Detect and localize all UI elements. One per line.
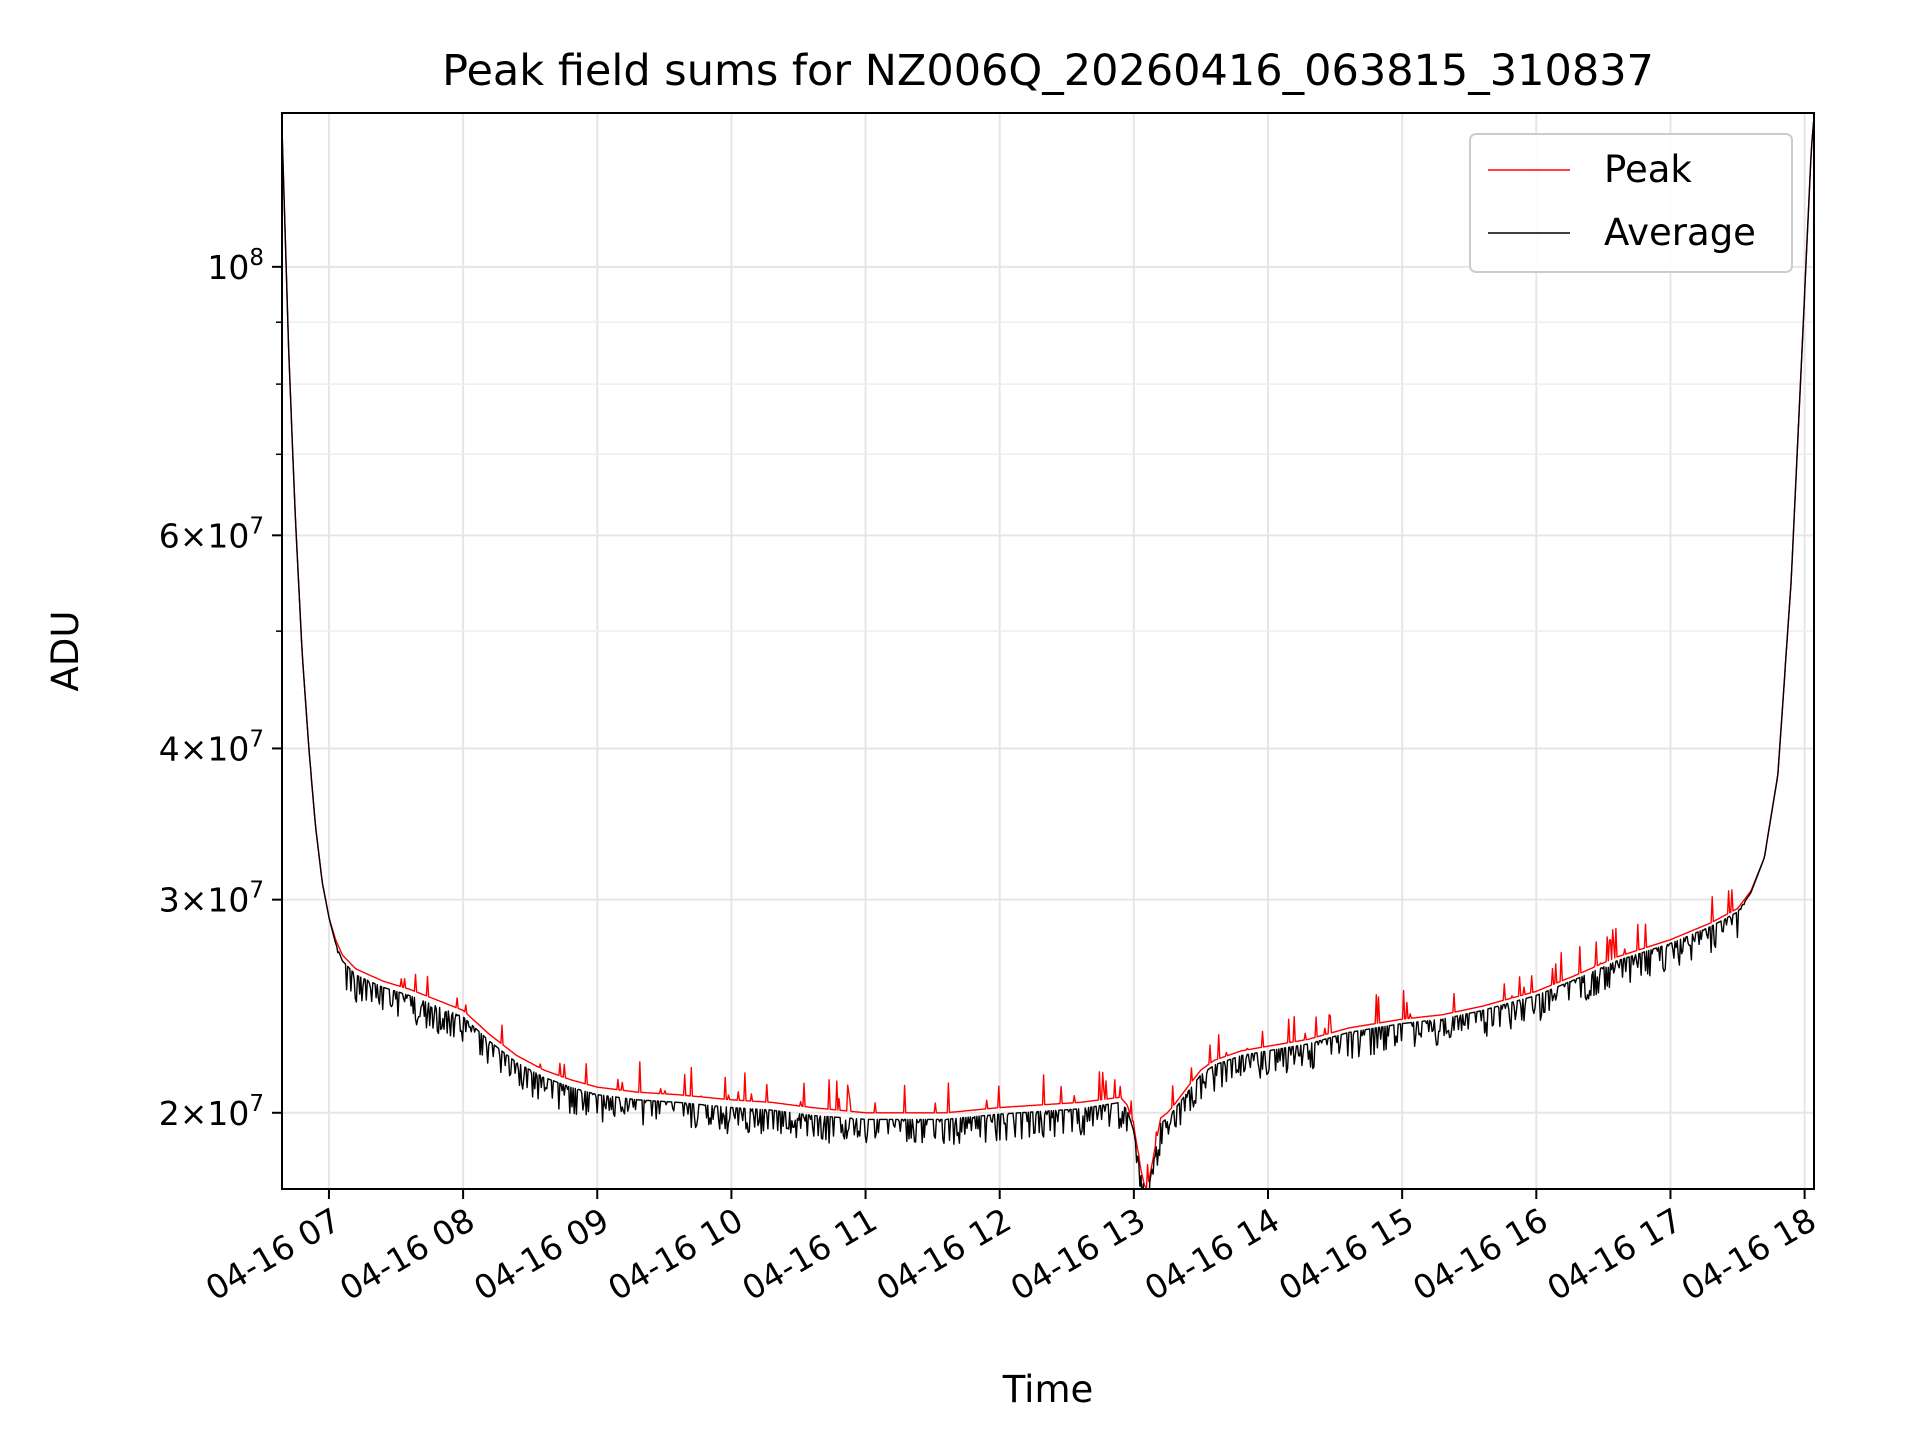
y-tick-label: 3×107	[159, 878, 264, 920]
y-tick-label: 2×107	[159, 1091, 264, 1133]
plot-frame	[281, 112, 1815, 1190]
chart-title: Peak field sums for NZ006Q_20260416_0638…	[442, 46, 1654, 96]
y-tick-label: 108	[207, 245, 264, 287]
x-axis-label: Time	[1002, 1368, 1094, 1411]
legend: Peak Average	[1469, 133, 1793, 273]
y-tick-label: 4×107	[159, 726, 264, 768]
legend-box	[1469, 133, 1793, 273]
series-layer	[282, 116, 1814, 1189]
series-line-peak	[282, 116, 1814, 1189]
grid	[282, 113, 1814, 1189]
y-axis: 2×107 3×107 4×107 6×107 108	[159, 245, 282, 1133]
legend-label-peak: Peak	[1604, 148, 1692, 191]
series-line-average	[282, 116, 1814, 1189]
y-tick-label: 6×107	[159, 513, 264, 555]
y-axis-label: ADU	[44, 611, 87, 692]
legend-label-average: Average	[1604, 211, 1756, 254]
